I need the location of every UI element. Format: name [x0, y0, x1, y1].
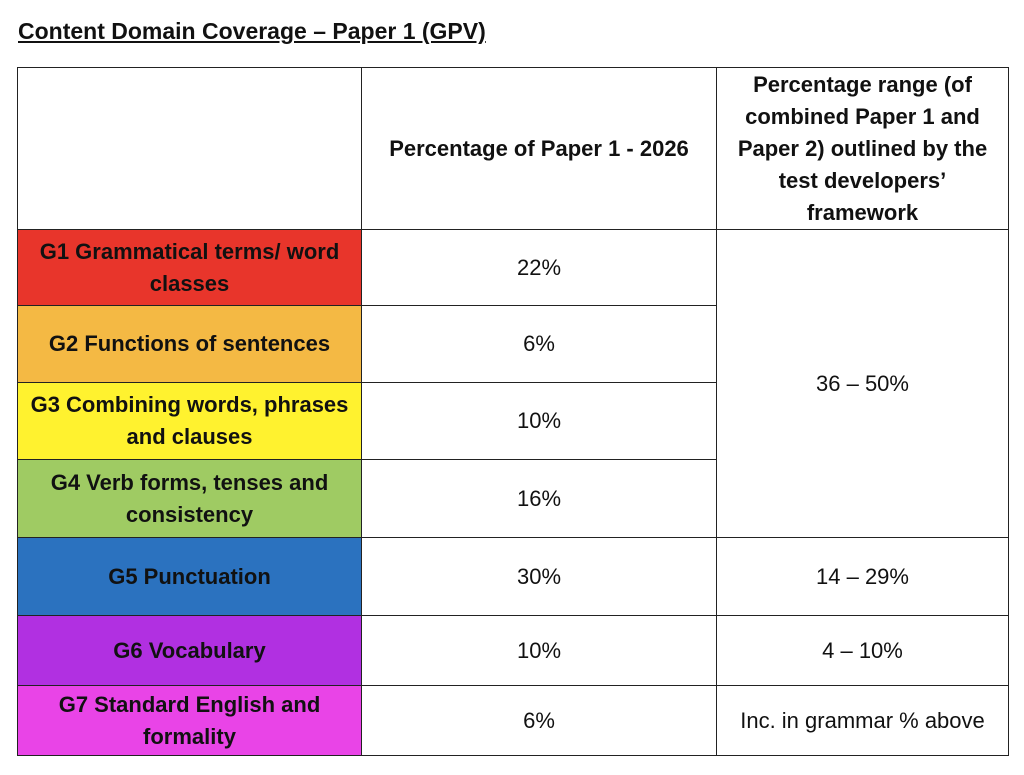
table-row: G1 Grammatical terms/ word classes 22% 36 … — [17, 229, 1009, 538]
domain-cell: G2 Functions of sentences — [17, 305, 362, 383]
header-cell: Percentage of Paper 1 - 2026 — [361, 67, 717, 230]
domain-cell: G7 Standard English and formality — [17, 685, 362, 756]
table-row: G5 Punctuation 30% 14 – 29% — [17, 537, 1009, 616]
table-row: G4 Verb forms, tenses and consistency 16% — [17, 459, 1009, 538]
domain-cell: G4 Verb forms, tenses and consistency — [17, 459, 362, 538]
table-row: G6 Vocabulary 10% 4 – 10% — [17, 615, 1009, 686]
table-body: G1 Grammatical terms/ word classes 22% 36 … — [17, 229, 1009, 756]
header-row: Percentage of Paper 1 - 2026 Percentage … — [17, 67, 1009, 230]
percent-cell: 10% — [361, 382, 717, 460]
table-row: G3 Combining words, phrases and clauses 1… — [17, 382, 1009, 460]
range-cell: 14 – 29% — [716, 537, 1009, 616]
domain-cell: G5 Punctuation — [17, 537, 362, 616]
table-row: G7 Standard English and formality 6% Inc. … — [17, 685, 1009, 756]
percent-cell: 6% — [361, 685, 717, 756]
range-cell: 4 – 10% — [716, 615, 1009, 686]
percent-cell: 16% — [361, 459, 717, 538]
header-cell — [17, 67, 362, 230]
percent-cell: 6% — [361, 305, 717, 383]
domain-cell: G1 Grammatical terms/ word classes — [17, 229, 362, 306]
range-cell: 36 – 50% — [716, 229, 1009, 538]
percent-cell: 22% — [361, 229, 717, 306]
header-cell: Percentage range (of combined Paper 1 an… — [716, 67, 1009, 230]
coverage-table: Percentage of Paper 1 - 2026 Percentage … — [17, 67, 1009, 756]
domain-cell: G3 Combining words, phrases and clauses — [17, 382, 362, 460]
domain-cell: G6 Vocabulary — [17, 615, 362, 686]
page-title: Content Domain Coverage – Paper 1 (GPV) — [18, 18, 486, 44]
range-cell: Inc. in grammar % above — [716, 685, 1009, 756]
percent-cell: 10% — [361, 615, 717, 686]
percent-cell: 30% — [361, 537, 717, 616]
